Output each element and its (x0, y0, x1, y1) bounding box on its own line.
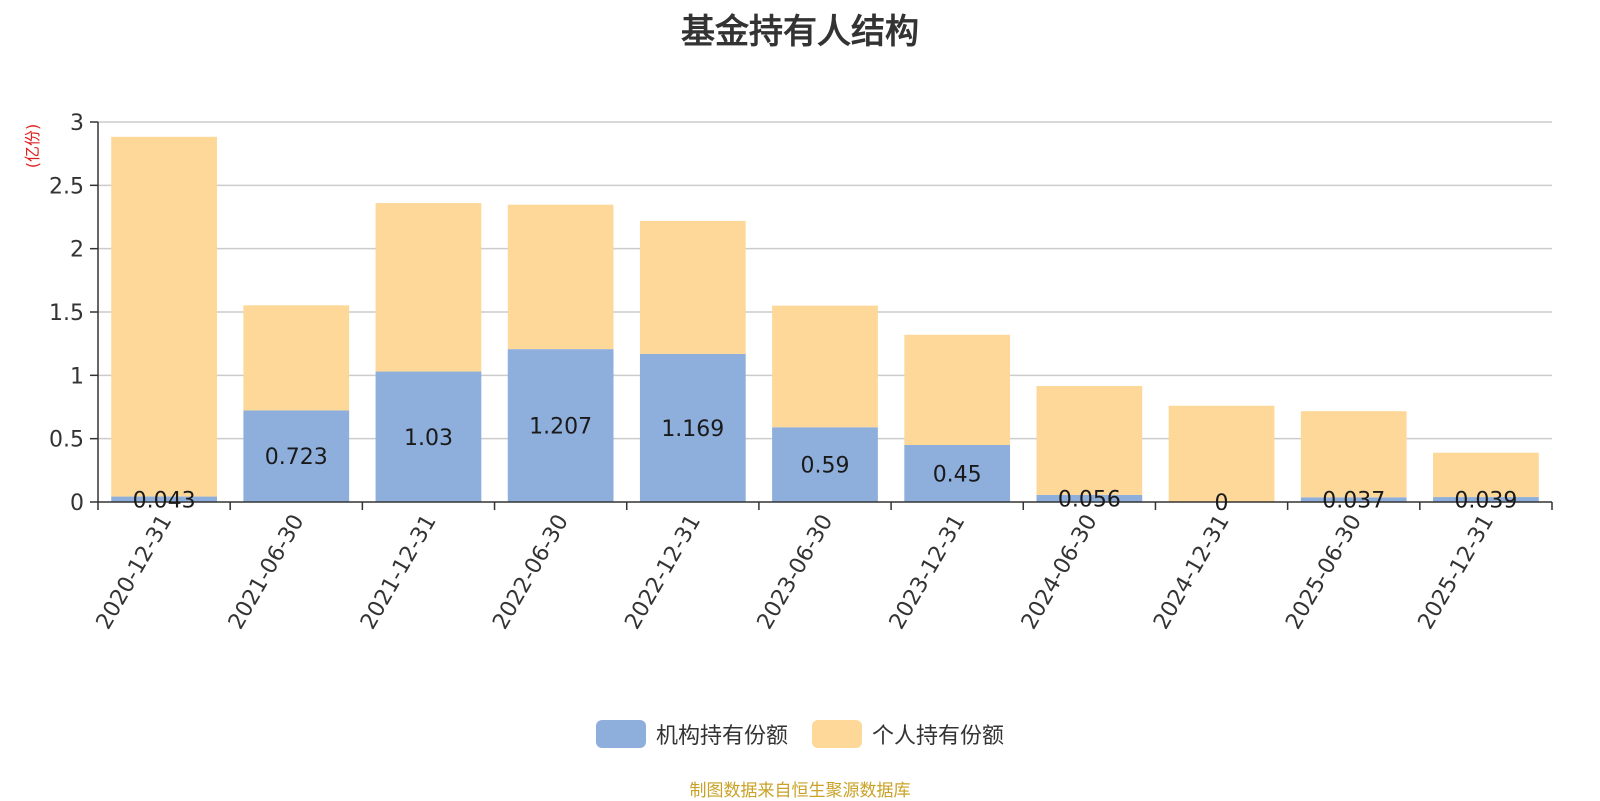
x-tick-label: 2022-12-31 (620, 511, 706, 634)
bar-individual (772, 305, 878, 428)
bar-individual (639, 220, 746, 354)
bar-individual (1036, 385, 1143, 495)
bar-institutional (243, 410, 350, 502)
bar-institutional (375, 371, 482, 502)
bar-institutional (507, 349, 614, 502)
data-source-note: 制图数据来自恒生聚源数据库 (689, 781, 911, 801)
bar-institutional (1300, 497, 1407, 502)
legend-label-institutional: 机构持有份额 (655, 724, 788, 749)
legend: 机构持有份额 个人持有份额 (0, 718, 1600, 750)
data-label: 1.169 (661, 417, 724, 442)
data-label: 0.039 (1454, 489, 1517, 514)
y-tick-label: 2.5 (49, 174, 84, 199)
data-label: 0.723 (265, 445, 328, 470)
y-tick-label: 3 (70, 111, 84, 136)
x-tick-label: 2025-12-31 (1414, 511, 1500, 634)
data-label: 0.056 (1058, 487, 1121, 512)
x-tick-label: 2021-06-30 (224, 511, 310, 634)
bar-individual (375, 203, 482, 372)
data-label: 0.59 (801, 454, 850, 479)
bar-institutional (904, 445, 1011, 502)
x-tick-label: 2021-12-31 (356, 511, 442, 634)
data-label: 1.207 (529, 415, 592, 440)
data-label: 1.03 (404, 426, 453, 451)
bar-institutional (111, 496, 217, 502)
bar-institutional (772, 427, 878, 502)
legend-label-individual: 个人持有份额 (872, 724, 1005, 749)
bar-individual (243, 305, 350, 411)
x-tick-label: 2024-12-31 (1149, 511, 1235, 634)
x-tick-label: 2023-12-31 (885, 511, 971, 634)
bar-individual (1433, 452, 1539, 498)
bar-individual (507, 204, 614, 350)
legend-item-individual[interactable]: 个人持有份额 (812, 718, 1004, 750)
stacked-bar-chart: 0 0.5 1 1.5 2 2.5 3 2020-12-31 2021-06-30 2021-12… (23, 111, 1553, 634)
bars (111, 136, 1539, 502)
y-tick-label: 1.5 (49, 301, 84, 326)
x-tick-label: 2023-06-30 (753, 511, 839, 634)
y-axis-unit-label: (亿份) (23, 124, 42, 169)
legend-swatch-individual (812, 720, 862, 748)
data-labels: 0.043 0.723 1.03 1.207 1.169 0.59 0.45 0.056 0 0.… (133, 415, 1518, 516)
bar-institutional (639, 353, 746, 502)
chart-title: 基金持有人结构 (681, 12, 919, 52)
data-label: 0.45 (933, 463, 982, 488)
x-tick-label: 2020-12-31 (92, 511, 178, 634)
bar-institutional (1433, 497, 1539, 502)
data-label: 0.037 (1322, 489, 1385, 514)
legend-item-institutional[interactable]: 机构持有份额 (595, 718, 788, 750)
y-tick-label: 2 (70, 238, 84, 263)
bar-individual (1300, 411, 1407, 498)
x-tick-label: 2025-06-30 (1281, 511, 1367, 634)
bar-individual (1168, 405, 1275, 502)
y-tick-label: 0 (70, 491, 84, 516)
y-tick-label: 1 (70, 364, 84, 389)
y-tick-label: 0.5 (49, 428, 84, 453)
data-label: 0 (1215, 491, 1229, 516)
data-label: 0.043 (133, 488, 196, 513)
x-tick-label: 2024-06-30 (1017, 511, 1103, 634)
x-tick-label: 2022-06-30 (488, 511, 574, 634)
legend-swatch-institutional (595, 720, 646, 748)
bar-individual (904, 334, 1011, 445)
bar-institutional (1036, 494, 1143, 502)
bar-individual (111, 136, 217, 497)
